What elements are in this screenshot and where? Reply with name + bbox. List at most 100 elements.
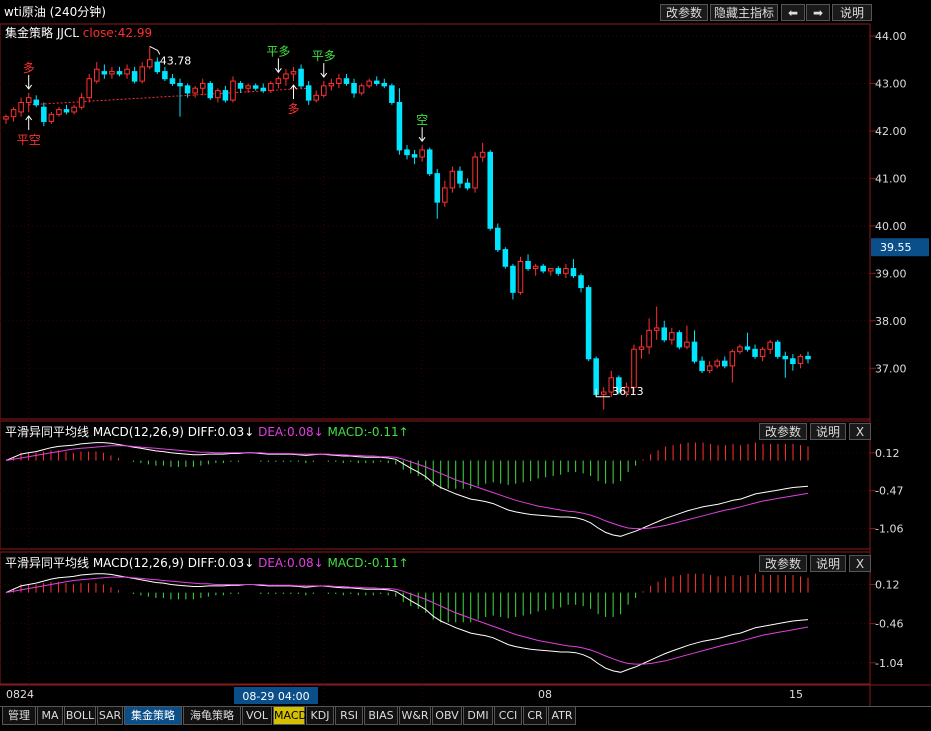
tab-0[interactable]: 管理 [2,707,36,725]
time-label: 08 [538,688,552,701]
tab-9[interactable]: RSI [335,707,363,725]
candle-body [676,332,683,348]
candle-body [797,355,804,365]
macd-header-1: 平滑异同平均线 MACD(12,26,9) DIFF:0.03↓ DEA:0.0… [5,423,409,440]
candle-body [3,116,9,120]
candle-body [699,360,705,372]
candle-body [305,85,312,101]
candle-body [131,71,138,82]
candle-body [177,82,183,87]
candle-body [616,377,622,393]
tab-2[interactable]: BOLL [64,707,96,725]
tab-1[interactable]: MA [37,707,63,725]
candle-body [737,346,743,353]
candle-body [48,113,55,122]
candle-body [290,71,297,75]
right-arrow-icon[interactable]: ➡ [806,4,830,21]
params-button[interactable]: 改参数 [660,4,708,21]
macd-dea-line [5,576,809,665]
macd-close-icon-1[interactable]: X [849,423,871,440]
tab-10[interactable]: BIAS [364,707,398,725]
candle-body [358,85,365,94]
candle-body [56,109,62,115]
help-button[interactable]: 说明 [832,4,872,21]
tab-15[interactable]: CR [523,707,547,725]
candle-body [343,78,350,84]
tab-3[interactable]: SAR [97,707,123,725]
candle-body [759,348,766,357]
candle-body [245,85,251,89]
candle-body [684,341,690,348]
macd-help-button-2[interactable]: 说明 [810,555,846,572]
candle-body [426,149,433,175]
signal-label: 空 [416,113,428,127]
tab-12[interactable]: OBV [432,707,462,725]
candle-body [124,68,130,75]
candle-body [669,332,675,341]
candle-body [169,78,176,84]
price-tick-label: 39.00 [875,267,907,280]
candle-body [101,71,108,75]
candle-body [608,377,615,393]
macd-help-button-1[interactable]: 说明 [810,423,846,440]
candle-body [547,268,554,272]
hide-indicator-button[interactable]: 隐藏主指标 [710,4,778,21]
signal-label: 平多 [266,44,290,58]
tab-14[interactable]: CCI [494,707,522,725]
macd-params-button-1[interactable]: 改参数 [759,423,807,440]
candle-body [411,154,418,158]
macd-close-icon-2[interactable]: X [849,555,871,572]
candle-body [729,351,736,367]
candle-body [71,106,77,113]
signal-label: 平空 [17,133,41,147]
candle-body [199,82,206,89]
macd-panel-frame-2 [0,551,871,685]
candle-body [653,327,660,331]
macd-dea-line [5,445,809,530]
signal-arrow-head [25,115,33,121]
candle-body [532,265,539,270]
candle-body [351,82,357,94]
candle-body [94,68,100,82]
candle-body [744,346,751,350]
left-arrow-icon[interactable]: ⬅ [781,4,805,21]
time-label: 15 [789,688,803,701]
high-annotation-label: 43.78 [160,54,192,67]
main-panel-frame [0,23,871,420]
candle-body [706,365,713,372]
tab-16[interactable]: ATR [548,707,576,725]
tab-13[interactable]: DMI [463,707,493,725]
candle-body [419,149,425,158]
candle-body [184,85,191,94]
candle-body [381,82,388,87]
tab-11[interactable]: W&R [399,707,431,725]
macd-params-button-2[interactable]: 改参数 [759,555,807,572]
tab-7[interactable]: MACD [273,707,307,725]
macd-title-1: 平滑异同平均线 MACD(12,26,9) [5,425,184,439]
candle-body [782,355,789,360]
candle-body [479,151,486,158]
tab-6[interactable]: VOL [242,707,272,725]
price-tick-label: 38.00 [875,315,907,328]
tab-8[interactable]: KDJ [306,707,334,725]
tab-4[interactable]: 集金策略 [124,707,182,725]
signal-label: 多 [23,61,35,75]
tab-5[interactable]: 海龟策略 [183,707,241,725]
candle-body [722,360,728,367]
candle-body [502,249,509,267]
candle-body [540,265,546,272]
candle-body [805,355,811,360]
candle-body [328,82,335,87]
chart-canvas[interactable]: 44.00 43.00 42.00 41.00 40.00 39.00 38.00 37.00… [0,0,931,706]
candle-body [373,80,380,84]
candle-body [646,329,652,348]
signal-arrow-head [25,84,33,90]
candle-body [517,260,524,293]
candle-body [404,149,410,156]
window-title: wti原油 (240分钟) [4,5,106,19]
time-cursor-label: 08-29 04:00 [242,690,309,703]
candle-body [752,348,758,357]
macd-dea-2: DEA:0.08↓ [258,556,324,570]
macd-tick-label: 0.12 [875,447,900,460]
signal-arrow-head [290,84,297,90]
